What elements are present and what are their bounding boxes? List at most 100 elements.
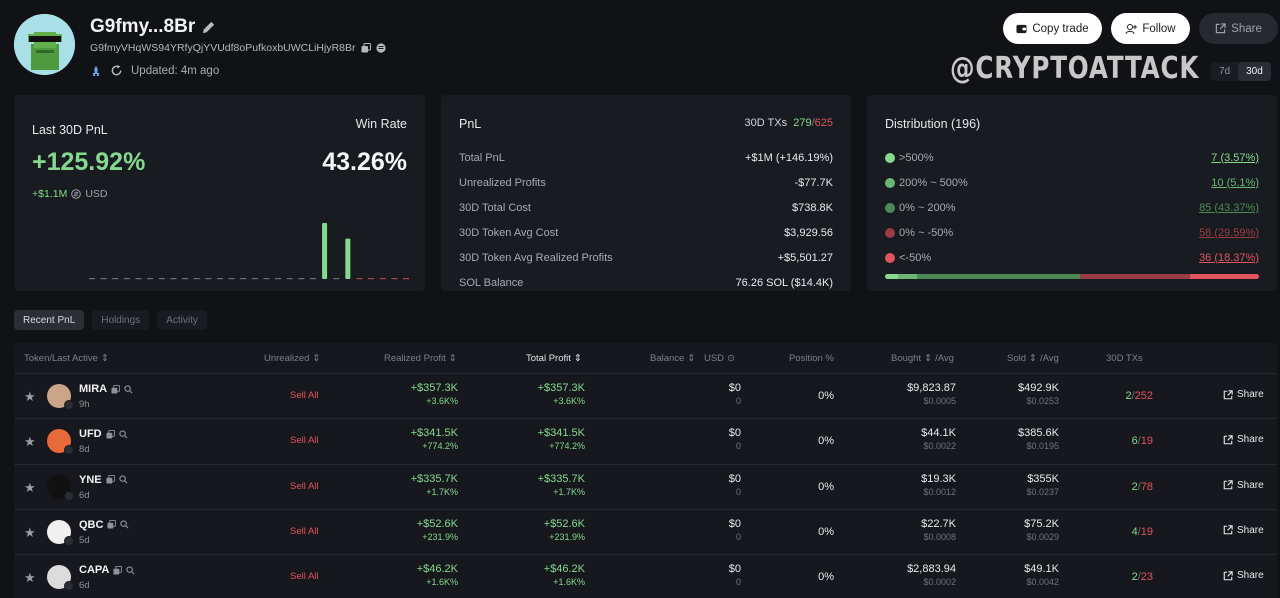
swap-icon[interactable] (71, 189, 82, 199)
share-row-button[interactable]: Share (1223, 480, 1264, 491)
pnl-tabs: Recent PnL Holdings Activity (14, 310, 207, 330)
daily-pnl-baseline (368, 278, 375, 280)
bought: $9,823.87 $0.0005 (907, 382, 956, 406)
distribution-value[interactable]: 85 (43.37%) (1199, 201, 1259, 214)
solscan-icon[interactable] (375, 43, 386, 53)
star-icon[interactable]: ★ (24, 570, 36, 586)
search-icon[interactable] (118, 475, 128, 484)
daily-pnl-baseline (251, 278, 258, 280)
token-name[interactable]: YNE (79, 474, 128, 486)
stat-row: 30D Token Avg Cost $3,929.56 (459, 220, 833, 245)
daily-pnl-bar[interactable] (345, 238, 351, 279)
edit-icon[interactable] (201, 20, 216, 35)
copy-icon[interactable] (111, 384, 121, 394)
follow-button[interactable]: Follow (1111, 13, 1190, 44)
stat-label: Unrealized Profits (459, 176, 546, 189)
range-label: >500% (899, 151, 934, 164)
token-avatar (47, 565, 74, 592)
sell-all-button[interactable]: Sell All (290, 390, 319, 401)
sold-value: $355K (1027, 472, 1059, 485)
token-name[interactable]: UFD (79, 428, 128, 440)
range-label: 0% ~ 200% (899, 201, 956, 214)
balance-sub: 0 (735, 577, 741, 588)
distribution-value[interactable]: 36 (18.37%) (1199, 251, 1259, 264)
stat-row: 30D Token Avg Realized Profits +$5,501.27 (459, 245, 833, 270)
header-bought[interactable]: Bought ⇕/Avg (891, 343, 954, 373)
balance-value: $0 (728, 427, 741, 440)
header-sold[interactable]: Sold ⇕/Avg (1007, 343, 1059, 373)
copy-icon[interactable] (107, 520, 117, 529)
range-7d[interactable]: 7d (1219, 66, 1231, 77)
distribution-row: >500% 7 (3.57%) (885, 145, 1259, 170)
share-label: Share (1237, 434, 1264, 446)
header-unrealized[interactable]: Unrealized ⇕ (264, 343, 320, 373)
header-total[interactable]: Total Profit ⇕ (526, 343, 582, 373)
share-row-button[interactable]: Share (1223, 389, 1264, 400)
pnl-stats-list: Total PnL +$1M (+146.19%) Unrealized Prof… (459, 145, 833, 295)
copy-icon[interactable] (361, 43, 371, 53)
token-name[interactable]: MIRA (79, 383, 133, 395)
share-profile-button[interactable]: Share (1199, 13, 1278, 44)
sell-all-button[interactable]: Sell All (290, 571, 319, 583)
search-icon[interactable] (126, 566, 135, 575)
table-row[interactable]: ★ CAPA 6d Sell All +$46.2K +1.6K% +$46.2K +1.6K… (14, 554, 1277, 598)
star-icon[interactable]: ★ (24, 434, 36, 450)
daily-pnl-bar[interactable] (322, 223, 328, 279)
share-row-button[interactable]: Share (1223, 525, 1264, 536)
share-row-button[interactable]: Share (1223, 434, 1264, 445)
star-icon[interactable]: ★ (24, 524, 36, 540)
tx-loss: 252 (1134, 390, 1153, 402)
pnl-usd-value: +$1.1M (32, 188, 68, 200)
star-icon[interactable]: ★ (24, 479, 36, 495)
sort-desc-icon: ⇕ (573, 352, 582, 364)
share-row-button[interactable]: Share (1223, 570, 1264, 581)
header-unrealized-label: Unrealized (264, 352, 310, 364)
copy-icon[interactable] (106, 475, 115, 484)
token-symbol: QBC (79, 518, 104, 531)
sort-icon: ⇕ (1029, 352, 1037, 364)
token-name[interactable]: CAPA (79, 564, 135, 576)
search-icon[interactable] (118, 430, 128, 439)
sell-all-button[interactable]: Sell All (290, 525, 319, 537)
tab-recent-pnl[interactable]: Recent PnL (14, 310, 85, 330)
distribution-value[interactable]: 10 (5.1%) (1211, 176, 1259, 189)
tx-count: 4/19 (1110, 526, 1153, 538)
tx-loss: 23 (1140, 571, 1153, 584)
token-name[interactable]: QBC (79, 519, 129, 531)
table-row[interactable]: ★ UFD 8d Sell All +$341.5K +774.2% +$341.5K +77… (14, 418, 1277, 463)
token-avatar (47, 429, 74, 456)
copy-trade-button[interactable]: Copy trade (1003, 13, 1102, 44)
tab-holdings[interactable]: Holdings (92, 310, 150, 330)
balance-sub: 0 (735, 396, 741, 406)
position-pct: 0% (818, 435, 834, 448)
distribution-value[interactable]: 7 (3.57%) (1211, 151, 1259, 164)
header-position: Position % (789, 343, 834, 373)
distribution-value[interactable]: 58 (29.59%) (1199, 226, 1259, 239)
pnl-usd: +$1.1M USD (32, 188, 108, 200)
copy-icon[interactable] (106, 429, 115, 439)
table-row[interactable]: ★ YNE 6d Sell All +$335.7K +1.7K% +$335.7K +1.7… (14, 463, 1277, 509)
stat-row: Total PnL +$1M (+146.19%) (459, 145, 833, 170)
refresh-icon[interactable] (110, 64, 123, 77)
header-token[interactable]: Token/Last Active ⇕ (24, 343, 109, 373)
header-realized[interactable]: Realized Profit ⇕ (384, 343, 457, 373)
search-icon[interactable] (124, 384, 133, 394)
copy-icon[interactable] (113, 565, 123, 575)
table-row[interactable]: ★ QBC 5d Sell All +$52.6K +231.9% +$52.6K +231.… (14, 508, 1277, 554)
share-label: Share (1231, 22, 1262, 35)
sell-all-button[interactable]: Sell All (290, 480, 319, 492)
table-row[interactable]: ★ MIRA 9h Sell All +$357.3K +3.6K% +$357.3K +3.… (14, 373, 1277, 418)
sell-all-button[interactable]: Sell All (290, 435, 319, 447)
sold-value: $492.9K (1018, 382, 1059, 394)
star-icon[interactable]: ★ (24, 389, 36, 404)
sort-icon: ⇕ (100, 352, 109, 364)
tab-activity[interactable]: Activity (157, 310, 207, 330)
bought-value: $9,823.87 (907, 382, 956, 394)
search-icon[interactable] (120, 520, 129, 529)
range-30d[interactable]: 30d (1238, 62, 1271, 81)
daily-pnl-baseline (170, 278, 177, 280)
external-link-icon (1223, 389, 1233, 399)
header-balance[interactable]: Balance ⇕ USD ⊙ (650, 343, 735, 373)
distribution-row: 0% ~ -50% 58 (29.59%) (885, 220, 1259, 245)
last-active: 9h (79, 399, 90, 410)
